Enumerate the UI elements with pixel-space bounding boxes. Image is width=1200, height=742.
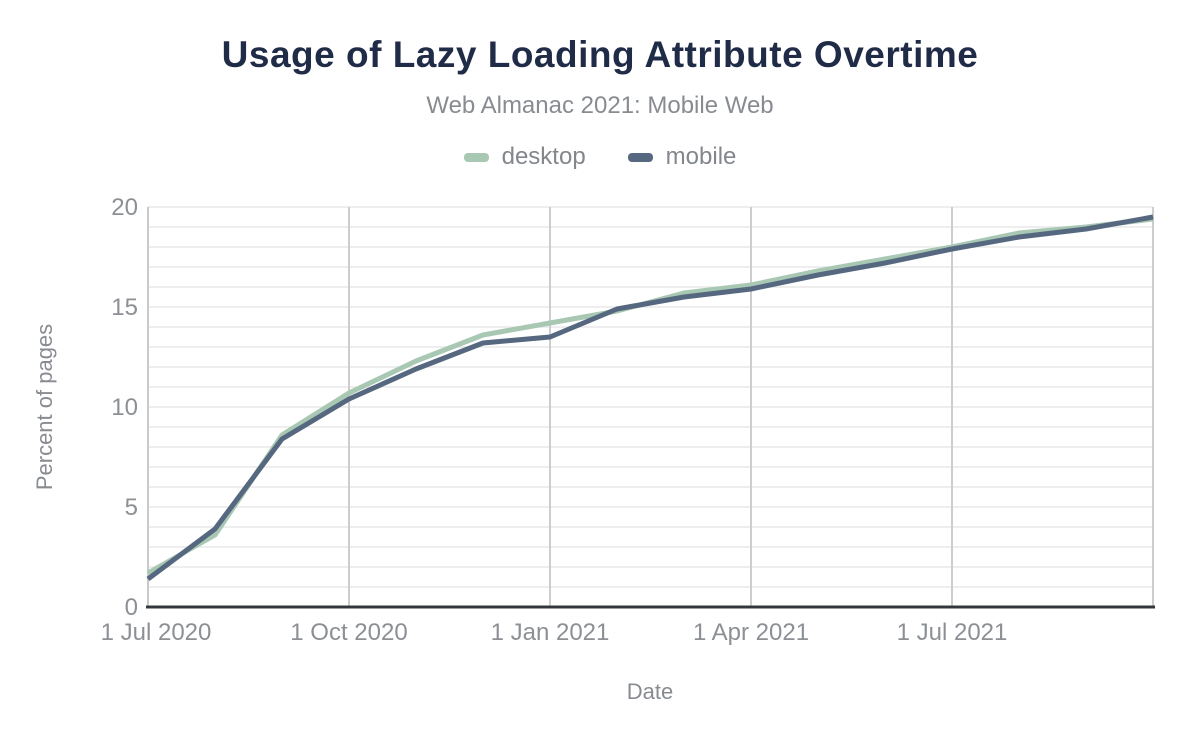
x-tick-label: 1 Jul 2020 — [101, 619, 212, 646]
mobile-swatch-icon — [627, 152, 653, 162]
legend-label-desktop: desktop — [501, 143, 586, 170]
legend-item-desktop: desktop — [463, 143, 586, 171]
chart-subtitle: Web Almanac 2021: Mobile Web — [426, 92, 774, 119]
mobile-line — [146, 214, 1154, 582]
y-tick-label: 20 — [111, 194, 138, 221]
y-axis-title: Percent of pages — [32, 323, 57, 491]
x-tick-label: 1 Apr 2021 — [693, 619, 809, 646]
chart-title: Usage of Lazy Loading Attribute Overtime — [221, 34, 979, 75]
legend-item-mobile: mobile — [627, 143, 737, 171]
legend: desktop mobile — [0, 143, 1200, 171]
y-tick-label: 5 — [125, 494, 138, 521]
x-tick-label: 1 Oct 2020 — [290, 619, 407, 646]
y-tick-label: 10 — [111, 394, 138, 421]
x-axis-title: Date — [626, 679, 674, 704]
legend-label-mobile: mobile — [665, 143, 737, 170]
x-tick-label: 1 Jul 2021 — [897, 619, 1008, 646]
x-tick-label: 1 Jan 2021 — [491, 619, 610, 646]
desktop-swatch-icon — [463, 152, 489, 162]
desktop-line — [146, 216, 1154, 576]
y-tick-label: 0 — [125, 594, 138, 621]
y-tick-label: 15 — [111, 294, 138, 321]
